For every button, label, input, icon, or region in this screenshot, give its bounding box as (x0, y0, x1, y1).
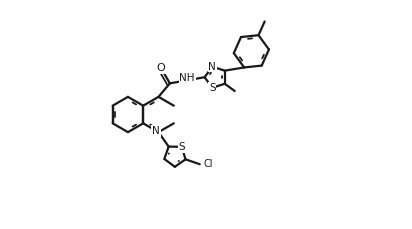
Text: S: S (178, 142, 185, 152)
Text: N: N (152, 126, 160, 136)
Text: NH: NH (180, 74, 195, 83)
Text: Cl: Cl (204, 159, 213, 169)
Text: S: S (209, 83, 215, 93)
Text: N: N (208, 62, 216, 72)
Text: O: O (157, 63, 165, 73)
